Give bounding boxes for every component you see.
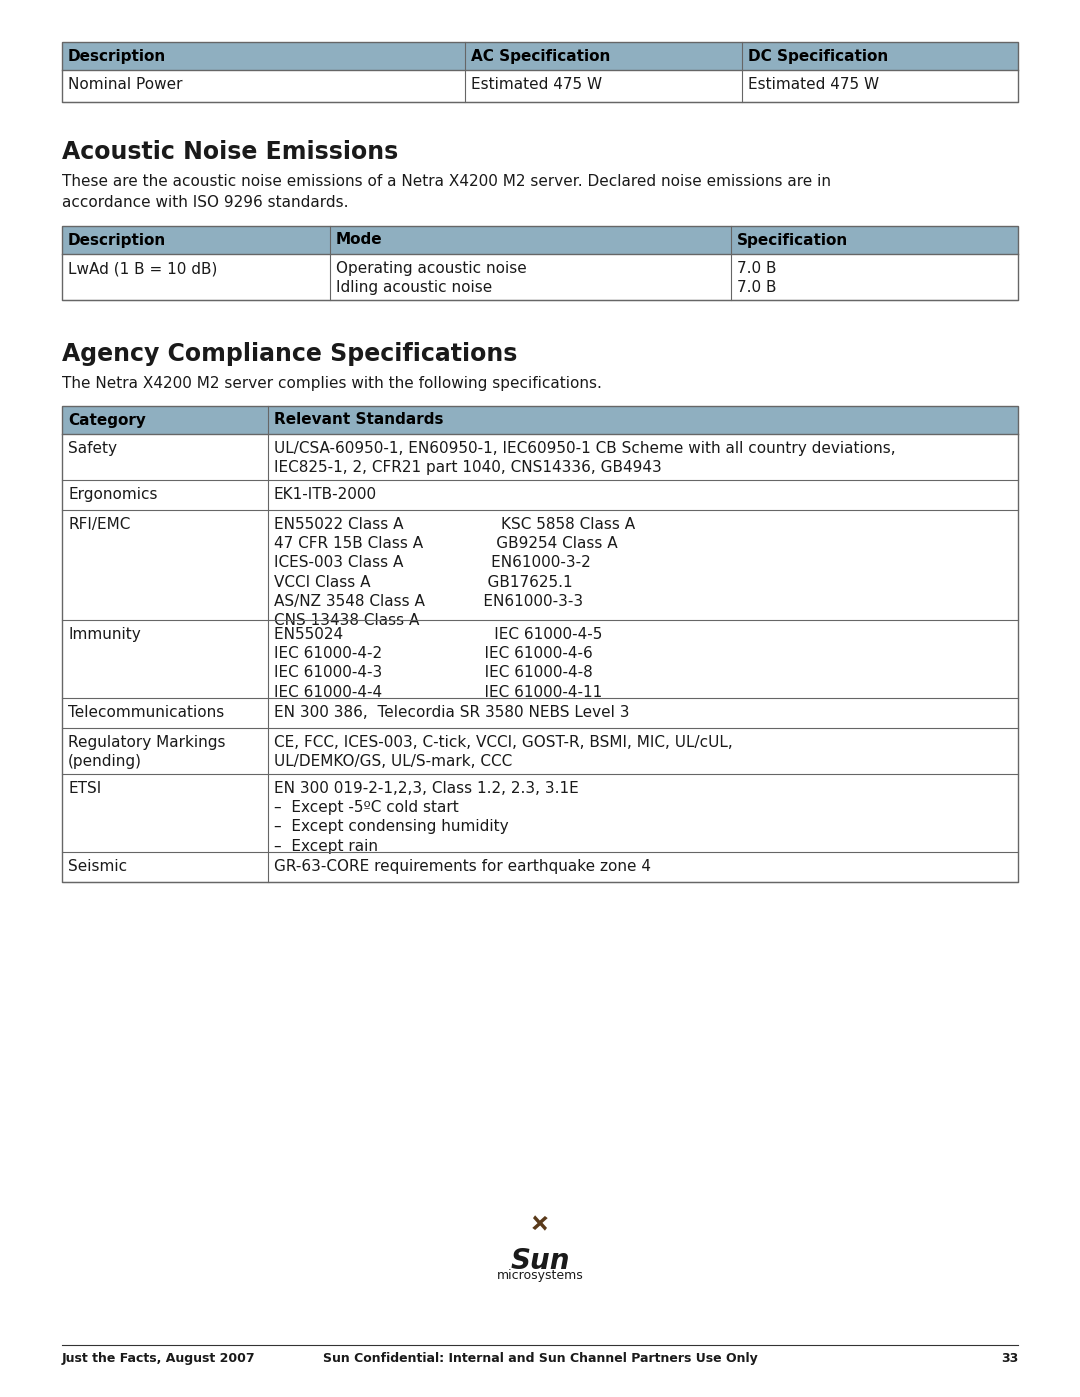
- Bar: [62, 774, 1018, 852]
- Text: Nominal Power: Nominal Power: [68, 77, 183, 92]
- Bar: [62, 434, 1018, 481]
- Bar: [62, 226, 1018, 254]
- Text: Sun Confidential: Internal and Sun Channel Partners Use Only: Sun Confidential: Internal and Sun Chann…: [323, 1352, 757, 1365]
- Text: Acoustic Noise Emissions: Acoustic Noise Emissions: [62, 140, 399, 163]
- Text: microsystems: microsystems: [497, 1268, 583, 1282]
- Text: UL/CSA-60950-1, EN60950-1, IEC60950-1 CB Scheme with all country deviations,
IEC: UL/CSA-60950-1, EN60950-1, IEC60950-1 CB…: [273, 441, 895, 475]
- Text: The Netra X4200 M2 server complies with the following specifications.: The Netra X4200 M2 server complies with …: [62, 376, 602, 391]
- Text: Agency Compliance Specifications: Agency Compliance Specifications: [62, 342, 517, 366]
- Text: Estimated 475 W: Estimated 475 W: [472, 77, 603, 92]
- Text: Seismic: Seismic: [68, 859, 127, 875]
- Text: EN55022 Class A                    KSC 5858 Class A
47 CFR 15B Class A          : EN55022 Class A KSC 5858 Class A 47 CFR …: [273, 517, 635, 629]
- Text: Description: Description: [68, 49, 166, 63]
- Text: AC Specification: AC Specification: [472, 49, 611, 63]
- Text: EN 300 386,  Telecordia SR 3580 NEBS Level 3: EN 300 386, Telecordia SR 3580 NEBS Leve…: [273, 705, 629, 719]
- Text: Immunity: Immunity: [68, 627, 140, 643]
- Bar: [62, 698, 1018, 728]
- Text: EK1-ITB-2000: EK1-ITB-2000: [273, 488, 377, 502]
- Text: Ergonomics: Ergonomics: [68, 488, 158, 502]
- Text: Regulatory Markings
(pending): Regulatory Markings (pending): [68, 735, 226, 770]
- Text: Relevant Standards: Relevant Standards: [273, 412, 443, 427]
- Text: EN 300 019-2-1,2,3, Class 1.2, 2.3, 3.1E
–  Except -5ºC cold start
–  Except con: EN 300 019-2-1,2,3, Class 1.2, 2.3, 3.1E…: [273, 781, 578, 854]
- Bar: [62, 42, 1018, 102]
- Text: Operating acoustic noise
Idling acoustic noise: Operating acoustic noise Idling acoustic…: [336, 261, 526, 295]
- Text: Safety: Safety: [68, 441, 117, 455]
- Bar: [62, 226, 1018, 300]
- Text: EN55024                               IEC 61000-4-5
IEC 61000-4-2               : EN55024 IEC 61000-4-5 IEC 61000-4-2: [273, 627, 602, 700]
- Text: Category: Category: [68, 412, 146, 427]
- Polygon shape: [539, 1221, 546, 1231]
- Text: Description: Description: [68, 232, 166, 247]
- Text: These are the acoustic noise emissions of a Netra X4200 M2 server. Declared nois: These are the acoustic noise emissions o…: [62, 175, 831, 210]
- Polygon shape: [538, 1215, 548, 1224]
- Bar: [62, 42, 1018, 70]
- Text: Telecommunications: Telecommunications: [68, 705, 225, 719]
- Text: ETSI: ETSI: [68, 781, 102, 796]
- Bar: [62, 481, 1018, 510]
- Text: Estimated 475 W: Estimated 475 W: [747, 77, 879, 92]
- Polygon shape: [532, 1221, 542, 1229]
- Polygon shape: [534, 1215, 541, 1225]
- Text: RFI/EMC: RFI/EMC: [68, 517, 131, 532]
- Bar: [62, 728, 1018, 774]
- Bar: [62, 620, 1018, 698]
- Bar: [62, 407, 1018, 434]
- Text: Just the Facts, August 2007: Just the Facts, August 2007: [62, 1352, 256, 1365]
- Bar: [62, 254, 1018, 300]
- Text: Mode: Mode: [336, 232, 382, 247]
- Text: DC Specification: DC Specification: [747, 49, 888, 63]
- Text: GR-63-CORE requirements for earthquake zone 4: GR-63-CORE requirements for earthquake z…: [273, 859, 650, 875]
- Text: Sun: Sun: [510, 1248, 570, 1275]
- Text: CE, FCC, ICES-003, C-tick, VCCI, GOST-R, BSMI, MIC, UL/cUL,
UL/DEMKO/GS, UL/S-ma: CE, FCC, ICES-003, C-tick, VCCI, GOST-R,…: [273, 735, 732, 770]
- Text: Specification: Specification: [738, 232, 849, 247]
- Bar: [62, 510, 1018, 620]
- Text: 7.0 B
7.0 B: 7.0 B 7.0 B: [738, 261, 777, 295]
- Bar: [62, 407, 1018, 882]
- Text: LwAd (1 B = 10 dB): LwAd (1 B = 10 dB): [68, 261, 217, 277]
- Bar: [62, 70, 1018, 102]
- Bar: [62, 852, 1018, 882]
- Text: 33: 33: [1001, 1352, 1018, 1365]
